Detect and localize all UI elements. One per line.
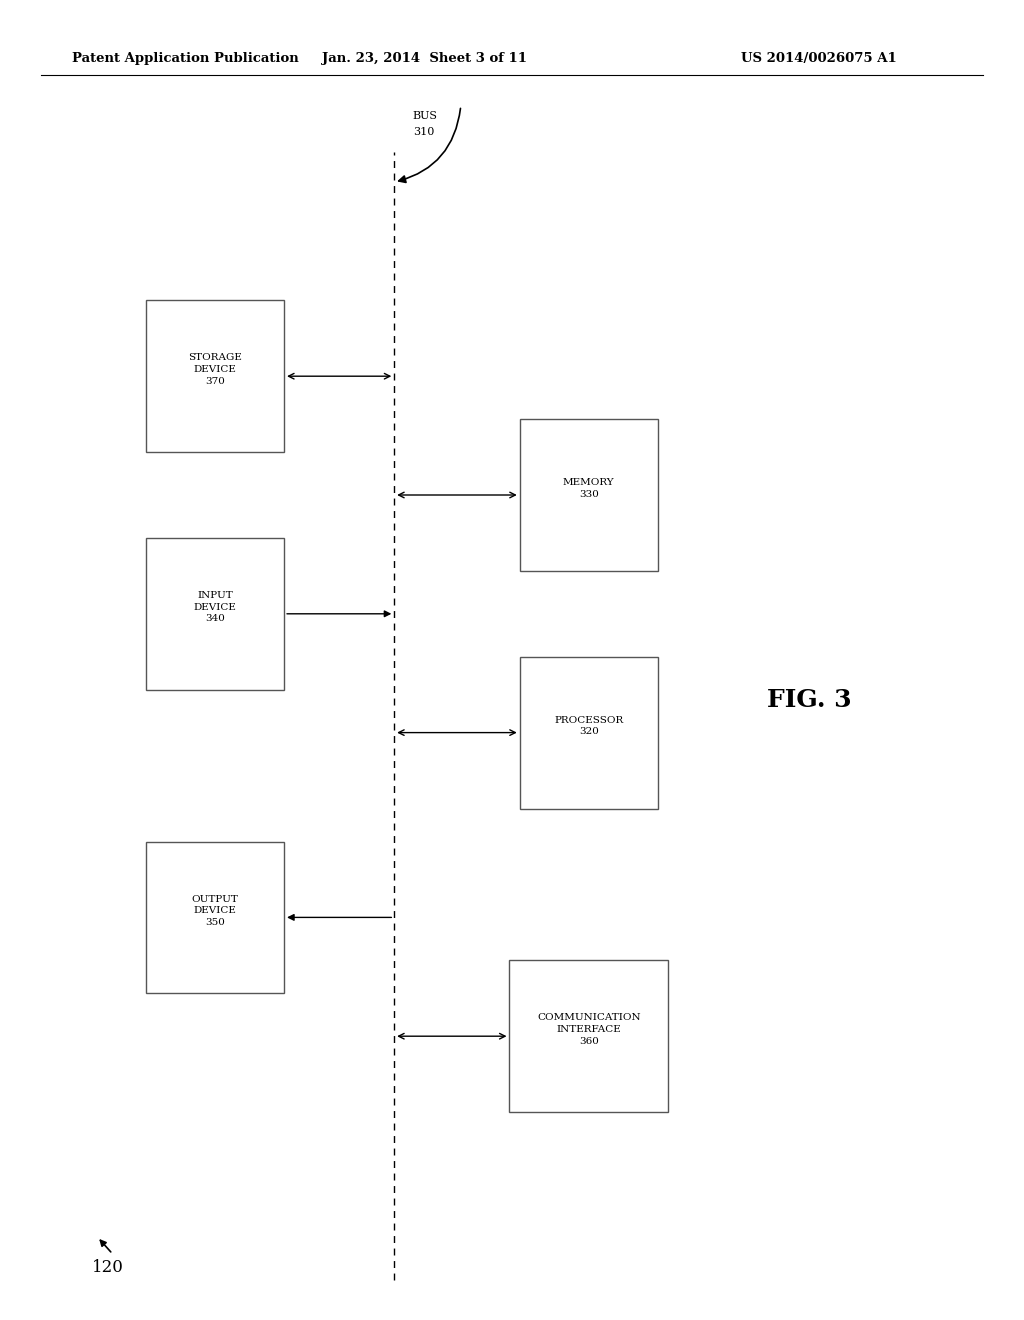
Text: INPUT
DEVICE
340: INPUT DEVICE 340	[194, 591, 237, 623]
Bar	[145, 301, 284, 451]
Text: FIG. 3: FIG. 3	[767, 688, 851, 711]
Text: STORAGE
DEVICE
370: STORAGE DEVICE 370	[188, 354, 242, 385]
Bar	[509, 961, 668, 1111]
Text: Patent Application Publication: Patent Application Publication	[72, 51, 298, 65]
Bar	[519, 656, 657, 808]
Text: Jan. 23, 2014  Sheet 3 of 11: Jan. 23, 2014 Sheet 3 of 11	[323, 51, 527, 65]
Bar	[519, 420, 657, 570]
Text: MEMORY
330: MEMORY 330	[563, 478, 614, 499]
Text: PROCESSOR
320: PROCESSOR 320	[554, 715, 624, 737]
Text: COMMUNICATION
INTERFACE
360: COMMUNICATION INTERFACE 360	[537, 1014, 641, 1045]
Text: 120: 120	[92, 1259, 124, 1275]
Bar	[145, 842, 284, 993]
Bar	[145, 539, 284, 689]
Text: 310: 310	[413, 127, 434, 137]
Text: OUTPUT
DEVICE
350: OUTPUT DEVICE 350	[191, 895, 239, 927]
Text: US 2014/0026075 A1: US 2014/0026075 A1	[741, 51, 897, 65]
Text: BUS: BUS	[413, 111, 437, 121]
